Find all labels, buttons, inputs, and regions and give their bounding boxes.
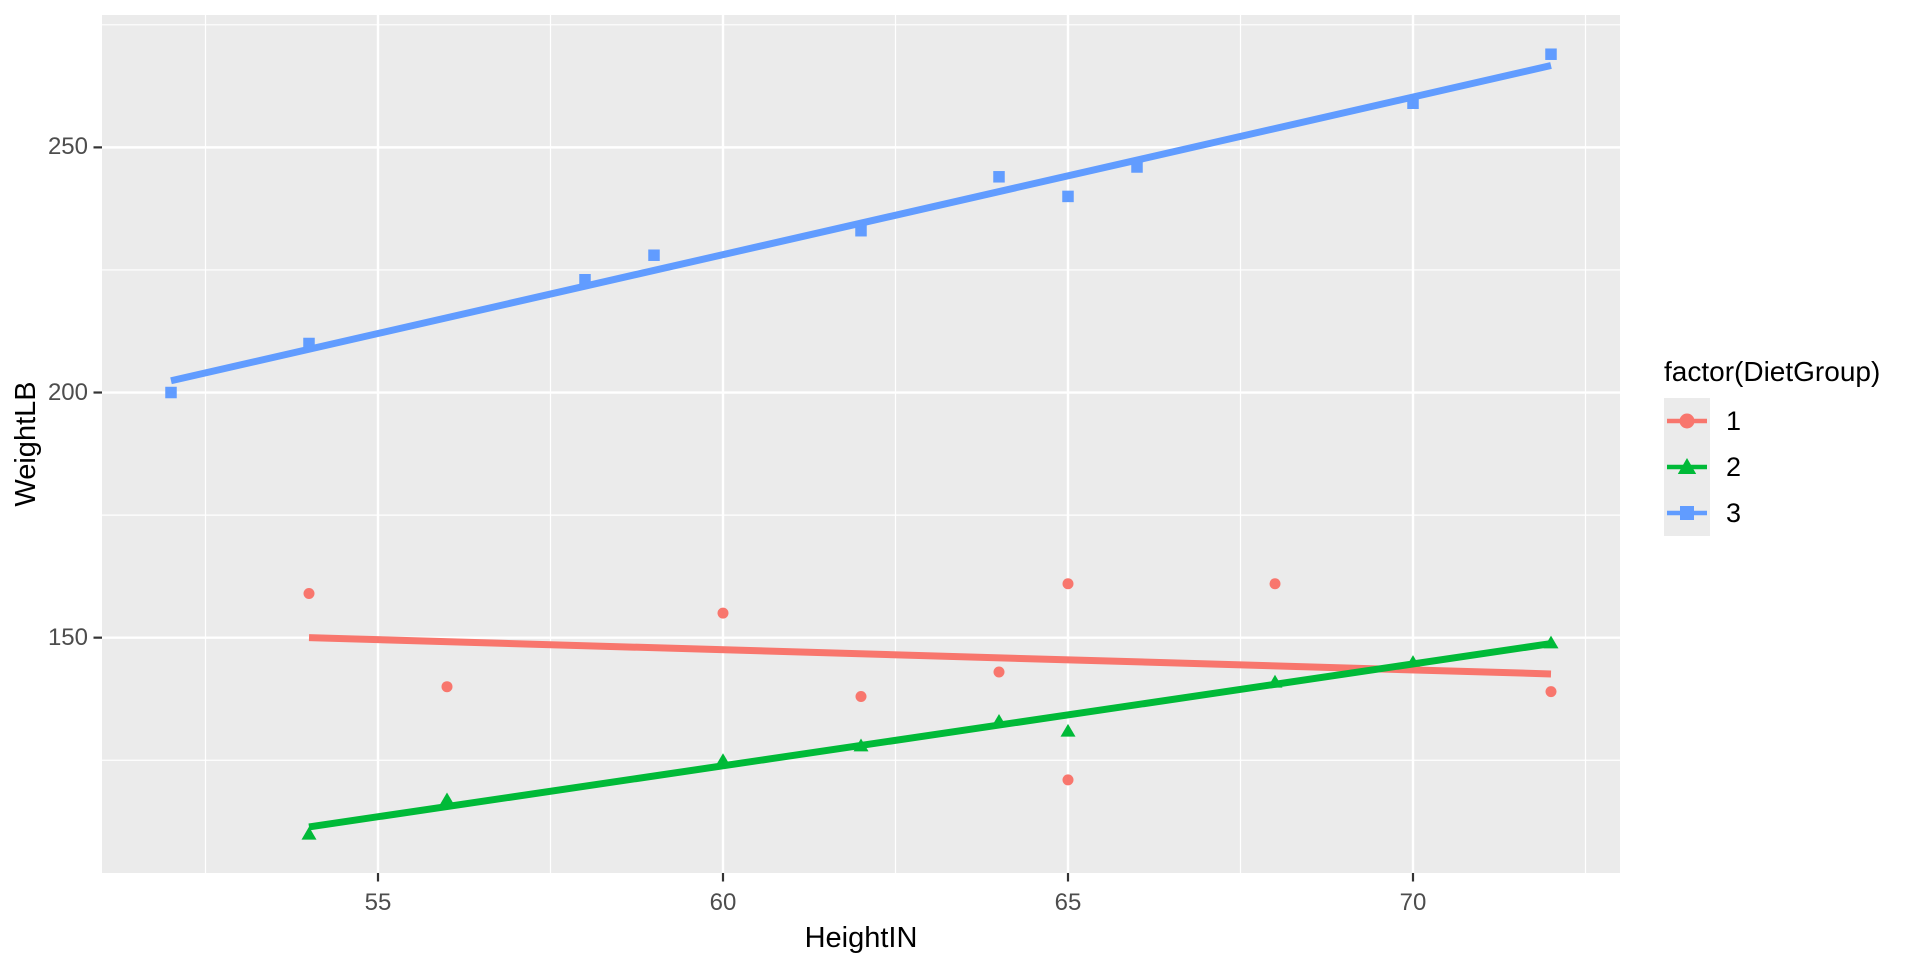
legend-title: factor(DietGroup) [1664,356,1881,387]
scatter-point-square [1545,48,1557,60]
x-tick-label: 60 [709,889,737,916]
x-tick-label: 70 [1399,889,1427,916]
scatter-point-triangle [1060,723,1076,737]
scatter-point-square [1131,161,1143,173]
regression-line [308,634,1552,678]
legend-key-2 [1664,444,1710,490]
scatter-point-square [1062,190,1074,203]
scatter-point-circle [1269,578,1281,590]
legend-label-3: 3 [1726,498,1742,528]
scatter-point-circle [855,690,867,702]
scatter-point-circle [1062,774,1074,786]
scatter-point-circle [1545,686,1557,698]
x-tick-label: 65 [1054,889,1082,916]
circle-legend-glyph-icon [1667,413,1707,429]
scatter-point-square [579,274,591,286]
scatter-point-square [1407,97,1419,110]
regression-line [170,62,1552,385]
regression-line [308,640,1552,831]
y-tick-label: 200 [47,378,88,406]
scatter-point-square [165,386,177,399]
scatter-point-circle [717,607,729,619]
square-legend-glyph-icon [1667,506,1707,520]
x-axis-title: HeightIN [804,922,918,954]
legend-label-1: 1 [1726,406,1742,436]
y-tick-label: 250 [47,133,88,161]
scatter-point-square [993,171,1005,183]
scatter-point-circle [303,588,315,600]
triangle-legend-glyph-icon [1667,458,1707,474]
scatter-point-circle [993,666,1005,678]
legend-label-2: 2 [1726,452,1742,482]
scatter-point-square [648,249,660,261]
scatter-point-square [855,224,867,237]
y-tick-label: 150 [47,623,88,651]
plot-panel [102,15,1620,873]
legend-key-3 [1664,490,1710,536]
scatter-point-circle [1062,578,1074,590]
scatter-point-circle [441,681,453,693]
scatter-point-triangle [439,792,455,806]
scatter-point-square [303,337,315,350]
y-axis-title: WeightLB [10,381,42,507]
scatter-point-triangle [301,826,317,840]
legend-key-1 [1664,398,1710,444]
x-tick-label: 55 [364,889,392,916]
